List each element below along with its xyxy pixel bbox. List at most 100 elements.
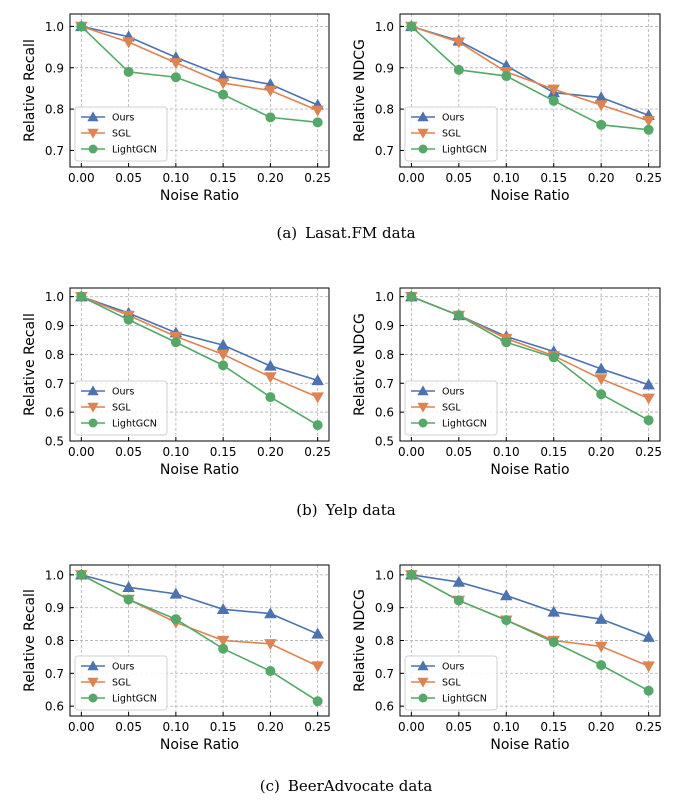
data-point-lightgcn — [643, 415, 654, 426]
data-point-lightgcn — [453, 64, 464, 75]
y-axis-label: Relative NDCG — [352, 313, 368, 416]
legend-swatch-marker — [87, 128, 99, 139]
x-tick-label: 0.05 — [115, 445, 142, 459]
plot-frame — [399, 13, 661, 168]
data-point-sgl — [547, 84, 560, 96]
y-tick-label: 0.8 — [45, 348, 64, 362]
data-point-ours — [500, 589, 513, 601]
x-tick-label: 0.25 — [635, 720, 662, 734]
y-tick-label: 0.9 — [375, 61, 394, 75]
data-point-lightgcn — [501, 71, 512, 82]
plot-frame — [399, 287, 661, 442]
caption-label: (a) — [276, 224, 297, 242]
x-axis-label: Noise Ratio — [490, 188, 569, 204]
y-tick-label: 0.9 — [375, 319, 394, 333]
data-point-ours — [264, 359, 277, 371]
caption-label: (b) — [296, 501, 317, 519]
legend-label-ours: Ours — [112, 113, 134, 124]
x-tick-label: 0.10 — [163, 445, 190, 459]
x-tick-label: 0.25 — [635, 171, 662, 185]
y-tick-label: 0.7 — [375, 144, 394, 158]
y-tick-label: 0.6 — [375, 700, 394, 714]
data-point-ours — [216, 603, 230, 615]
data-point-ours — [216, 69, 230, 81]
data-point-lightgcn — [218, 360, 229, 371]
data-point-ours — [547, 605, 560, 617]
data-point-ours — [642, 630, 655, 642]
y-tick-label: 0.8 — [375, 634, 394, 648]
legend-label-sgl: SGL — [112, 403, 131, 414]
series-line-lightgcn — [80, 295, 319, 426]
series-line-ours — [81, 25, 318, 106]
data-point-lightgcn — [170, 337, 181, 348]
data-point-lightgcn — [501, 337, 512, 348]
legend-label-lightgcn: LightGCN — [112, 419, 157, 430]
x-tick-label: 0.10 — [493, 171, 520, 185]
data-point-lightgcn — [406, 291, 417, 302]
data-point-sgl — [122, 37, 135, 49]
data-point-lightgcn — [265, 112, 276, 123]
data-point-sgl — [452, 37, 466, 49]
data-point-sgl — [311, 392, 324, 404]
data-point-lightgcn — [548, 352, 559, 363]
x-axis-label: Noise Ratio — [160, 462, 239, 478]
legend-label-ours: Ours — [112, 662, 134, 673]
series-line-lightgcn — [80, 25, 318, 124]
data-point-lightgcn — [548, 637, 559, 648]
legend-label-sgl: SGL — [112, 129, 131, 140]
legend-label-sgl: SGL — [442, 678, 461, 689]
legend-label-sgl: SGL — [442, 403, 461, 414]
caption-text: BeerAdvocate data — [288, 777, 432, 795]
legend-swatch-marker — [417, 128, 429, 139]
legend-swatch-marker — [418, 418, 428, 428]
legend-swatch-marker — [417, 402, 429, 413]
y-tick-label: 0.6 — [45, 406, 64, 420]
data-point-sgl — [216, 78, 230, 90]
legend: Ours SGL LightGCN — [404, 380, 498, 436]
legend-label-lightgcn: LightGCN — [442, 419, 487, 430]
data-point-lightgcn — [76, 21, 87, 32]
series-line-lightgcn — [410, 25, 649, 131]
y-tick-label: 1.0 — [375, 20, 394, 34]
caption-text: Yelp data — [325, 501, 396, 519]
y-tick-label: 0.9 — [45, 319, 64, 333]
data-point-sgl — [594, 374, 608, 386]
plot-frame — [69, 564, 330, 717]
chart-panel-6: 0.00 0.05 0.10 0.15 0.20 0.25 0.6 0.7 0.8 0.9 1.0 N… — [352, 564, 662, 753]
series-line-sgl — [81, 25, 318, 112]
x-tick-label: 0.20 — [257, 171, 284, 185]
figure-caption: (a) Lasat.FM data — [276, 224, 415, 242]
series-line-sgl — [80, 574, 318, 667]
x-tick-label: 0.15 — [210, 720, 237, 734]
series-line-sgl — [411, 25, 649, 122]
figure-caption: (c) BeerAdvocate data — [260, 777, 433, 795]
data-point-lightgcn — [76, 291, 87, 302]
data-point-sgl — [594, 100, 608, 112]
data-point-lightgcn — [218, 643, 229, 654]
data-point-sgl — [311, 105, 324, 117]
data-point-ours — [452, 575, 466, 587]
data-point-lightgcn — [123, 66, 134, 77]
y-tick-label: 1.0 — [375, 568, 394, 582]
legend-swatch-marker — [88, 418, 98, 428]
y-tick-label: 0.6 — [45, 700, 64, 714]
data-point-lightgcn — [643, 124, 654, 135]
data-point-lightgcn — [76, 569, 87, 580]
data-point-ours — [122, 581, 135, 593]
x-tick-label: 0.00 — [398, 171, 425, 185]
legend-swatch-marker — [418, 693, 428, 703]
chart-panel-4: 0.00 0.05 0.10 0.15 0.20 0.25 0.5 0.6 0.7 0.8 0.9 1… — [352, 287, 662, 478]
y-tick-label: 0.9 — [45, 61, 64, 75]
data-point-lightgcn — [170, 614, 181, 625]
series-line-ours — [411, 25, 649, 117]
series-line-sgl — [81, 295, 318, 398]
legend-swatch-marker — [87, 660, 99, 671]
legend-label-lightgcn: LightGCN — [112, 694, 157, 705]
data-point-ours — [594, 362, 608, 374]
data-point-lightgcn — [501, 615, 512, 626]
y-tick-label: 0.9 — [375, 601, 394, 615]
legend-label-ours: Ours — [442, 387, 464, 398]
y-axis-label: Relative Recall — [22, 589, 38, 692]
data-point-lightgcn — [406, 569, 417, 580]
y-tick-label: 1.0 — [45, 568, 64, 582]
